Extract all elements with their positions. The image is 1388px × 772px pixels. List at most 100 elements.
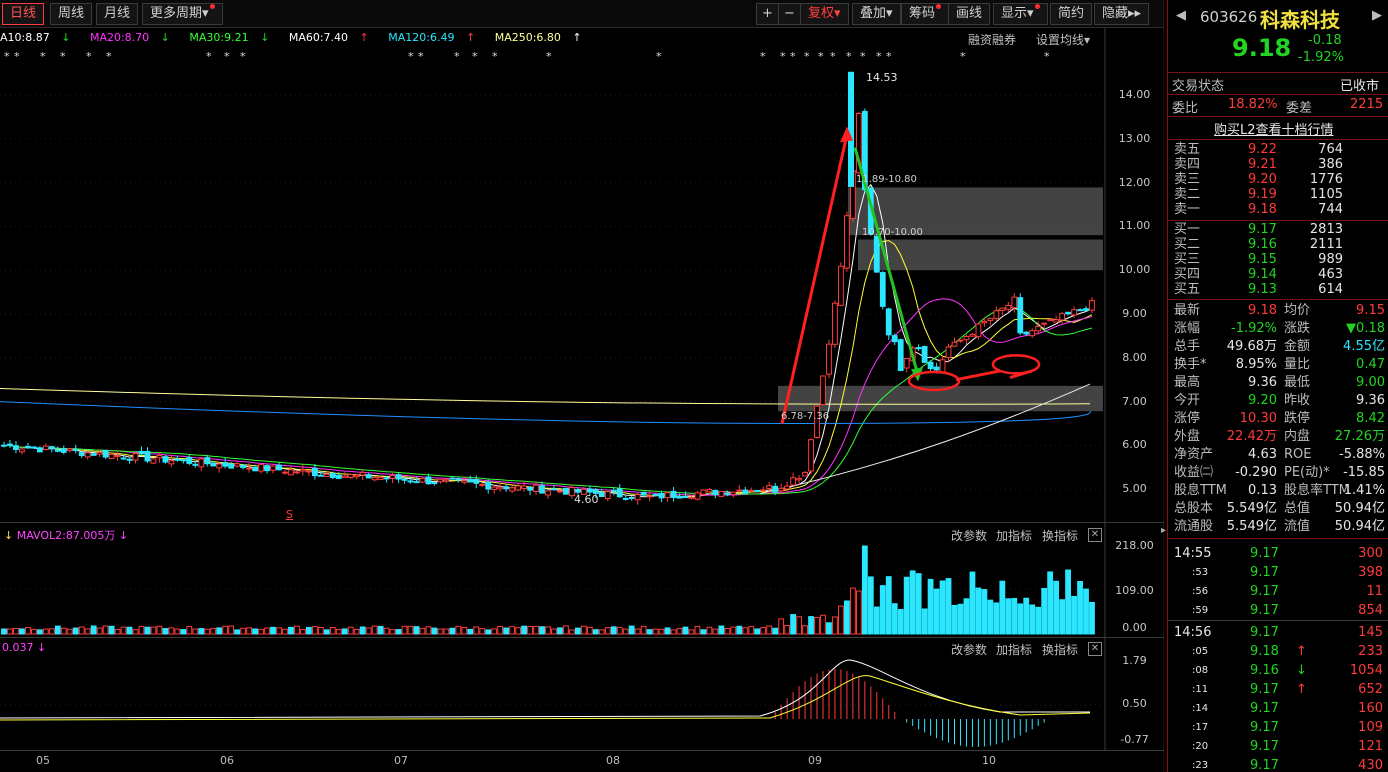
price-axis-label: 13.00 bbox=[1118, 131, 1151, 145]
candle-body bbox=[431, 482, 438, 485]
macd-change-params[interactable]: 改参数 bbox=[951, 643, 988, 657]
margin-trading-link[interactable]: 融资融券 bbox=[968, 33, 1017, 47]
close-icon[interactable]: ✕ bbox=[1088, 642, 1102, 656]
candle-body bbox=[288, 469, 294, 476]
tab-weekly[interactable]: 周线 bbox=[50, 3, 93, 25]
volume-bar bbox=[389, 629, 396, 635]
kline-chart[interactable]: * * * * * * * * * * * * * * * * * * * * * * * * * * * * bbox=[0, 0, 1164, 772]
volume-change-params[interactable]: 改参数 bbox=[951, 529, 988, 543]
ask-row: 卖二 9.19 1105 bbox=[1168, 187, 1388, 202]
divider bbox=[1168, 299, 1388, 300]
stat-label: 股息率TTM bbox=[1284, 483, 1350, 498]
candle-body bbox=[873, 235, 880, 273]
candle-body bbox=[114, 454, 121, 457]
candle-body bbox=[993, 310, 1000, 319]
prev-stock-icon[interactable]: ◀ bbox=[1176, 8, 1186, 23]
macd-add-indicator[interactable]: 加指标 bbox=[996, 643, 1033, 657]
double-chevron-right-icon: ▸▸ bbox=[1128, 6, 1142, 21]
candle-body bbox=[36, 447, 43, 453]
macd-swap-indicator[interactable]: 换指标 bbox=[1042, 643, 1079, 657]
more-periods-dropdown[interactable]: 更多周期▾ bbox=[142, 3, 223, 25]
volume-bar bbox=[634, 628, 641, 635]
trend-arrow-down bbox=[853, 147, 920, 376]
volume-bar bbox=[335, 628, 342, 635]
stat-row: 涨幅 -1.92% 涨跌 ▼0.18 bbox=[1168, 320, 1388, 338]
x-label-05: 05 bbox=[36, 754, 50, 767]
notify-dot-icon bbox=[209, 4, 215, 9]
tick-volume: 652 bbox=[1358, 682, 1383, 697]
candle-body bbox=[294, 471, 300, 474]
tick-volume: 145 bbox=[1358, 625, 1383, 640]
next-stock-icon[interactable]: ▶ bbox=[1372, 8, 1382, 23]
collapse-handle-icon[interactable]: ▸ bbox=[1161, 525, 1167, 536]
tick-price: 9.17 bbox=[1250, 739, 1279, 754]
stock-name: 科森科技 bbox=[1260, 8, 1340, 32]
volume-bar bbox=[592, 629, 599, 635]
price-axis-label: 7.00 bbox=[1122, 394, 1147, 408]
overlay-dropdown[interactable]: 叠加▾ bbox=[852, 3, 901, 25]
adjust-dropdown[interactable]: 复权▾ bbox=[800, 3, 849, 25]
candle-body bbox=[855, 113, 862, 174]
tab-daily[interactable]: 日线 bbox=[2, 3, 45, 25]
tick-volume: 300 bbox=[1358, 546, 1383, 561]
macd-axis-top: 1.79 bbox=[1122, 654, 1147, 667]
volume-bar bbox=[54, 625, 61, 635]
volume-bar bbox=[999, 580, 1006, 635]
display-dropdown[interactable]: 显示▾ bbox=[993, 3, 1048, 25]
volume-bar bbox=[1011, 598, 1018, 635]
stock-code: 603626 bbox=[1200, 8, 1258, 26]
overlay-label: 叠加 bbox=[860, 6, 887, 21]
candle-body bbox=[563, 487, 569, 495]
volume-bar bbox=[222, 625, 229, 635]
price-axis-label: 6.00 bbox=[1122, 438, 1147, 452]
candle-body bbox=[252, 467, 258, 472]
volume-bar bbox=[849, 587, 856, 635]
volume-bar bbox=[915, 573, 922, 635]
volume-bar bbox=[563, 625, 569, 635]
candle-body bbox=[222, 462, 229, 467]
arrow-up-icon: ↑ bbox=[572, 31, 582, 44]
arrow-up-icon: ↑ bbox=[465, 31, 476, 44]
volume-bar bbox=[760, 627, 767, 635]
event-marker: * bbox=[818, 50, 824, 63]
tab-monthly[interactable]: 月线 bbox=[96, 3, 139, 25]
volume-bar bbox=[419, 627, 426, 635]
bid-volume: 463 bbox=[1318, 267, 1343, 282]
bid-label: 买四 bbox=[1174, 267, 1201, 282]
candle-body bbox=[1011, 296, 1018, 309]
stat-row: 流通股 5.549亿 流值 50.94亿 bbox=[1168, 518, 1388, 536]
ma-settings-link[interactable]: 设置均线▾ bbox=[1036, 31, 1090, 48]
candle-body bbox=[317, 474, 324, 477]
chips-button[interactable]: 筹码 bbox=[901, 3, 950, 25]
stat-value: -15.85 bbox=[1343, 465, 1385, 480]
dea-line bbox=[0, 675, 1091, 721]
volume-add-indicator[interactable]: 加指标 bbox=[996, 529, 1033, 543]
close-icon[interactable]: ✕ bbox=[1088, 528, 1102, 542]
volume-bar bbox=[48, 628, 55, 635]
simple-button[interactable]: 简约 bbox=[1050, 3, 1093, 25]
candle-body bbox=[401, 478, 408, 481]
arrow-up-icon: ↑ bbox=[359, 31, 369, 44]
gap-label-3: 6.78-7.36 bbox=[781, 411, 830, 422]
vol-axis-top: 218.00 bbox=[1115, 539, 1154, 552]
buy-l2-link[interactable]: 购买L2查看十档行情 bbox=[1214, 123, 1334, 138]
tick-time: :11 bbox=[1192, 684, 1209, 695]
event-marker: * bbox=[86, 50, 92, 63]
volume-bar bbox=[1, 628, 7, 635]
candle-body bbox=[640, 491, 647, 496]
tick-time: 14:55 bbox=[1174, 546, 1212, 561]
volume-swap-indicator[interactable]: 换指标 bbox=[1042, 529, 1079, 543]
volume-bar bbox=[1065, 569, 1071, 635]
stat-value: 22.42万 bbox=[1226, 429, 1277, 444]
candle-body bbox=[622, 497, 629, 500]
stat-label: 净资产 bbox=[1174, 447, 1214, 462]
stat-label: 流值 bbox=[1284, 519, 1311, 534]
candle-body bbox=[712, 489, 719, 496]
draw-line-button[interactable]: 画线 bbox=[948, 3, 991, 25]
hide-button[interactable]: 隐藏▸▸ bbox=[1094, 3, 1150, 25]
ask-label: 卖一 bbox=[1174, 202, 1201, 217]
volume-bar bbox=[1041, 587, 1048, 635]
event-marker: * bbox=[790, 50, 796, 63]
candle-body bbox=[186, 456, 193, 464]
arrow-down-icon: ↓ bbox=[37, 641, 47, 654]
